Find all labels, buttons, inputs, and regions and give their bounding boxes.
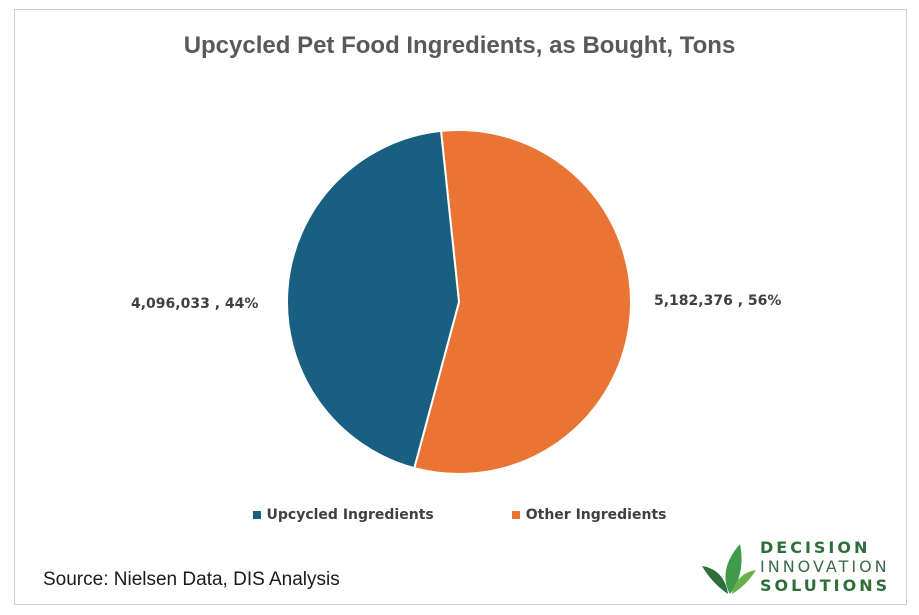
legend-swatch-other: [511, 511, 520, 519]
logo-line-2: INNOVATION: [760, 557, 890, 576]
legend-item-other: Other Ingredients: [511, 507, 667, 523]
logo-line-1: DECISION: [760, 538, 871, 557]
logo-line-3: SOLUTIONS: [760, 576, 891, 595]
leaf-icon: [702, 544, 756, 594]
pie-slice-other: [413, 129, 632, 475]
legend-item-upcycled: Upcycled Ingredients: [252, 507, 434, 523]
chart-title: Upcycled Pet Food Ingredients, as Bought…: [183, 32, 736, 59]
legend-label-upcycled: Upcycled Ingredients: [266, 507, 434, 523]
pie-slices: [286, 129, 632, 475]
logo-text: DECISION INNOVATION SOLUTIONS: [760, 538, 890, 595]
source-note: Source: Nielsen Data, DIS Analysis: [43, 569, 340, 590]
data-label-other: 5,182,376 , 56%: [654, 293, 782, 309]
legend-label-other: Other Ingredients: [525, 507, 667, 523]
legend: Upcycled Ingredients Other Ingredients: [0, 507, 919, 523]
data-label-upcycled: 4,096,033 , 44%: [131, 296, 259, 312]
legend-swatch-upcycled: [252, 511, 261, 519]
pie-slice-upcycled: [286, 129, 461, 470]
company-logo: DECISION INNOVATION SOLUTIONS: [700, 536, 900, 600]
